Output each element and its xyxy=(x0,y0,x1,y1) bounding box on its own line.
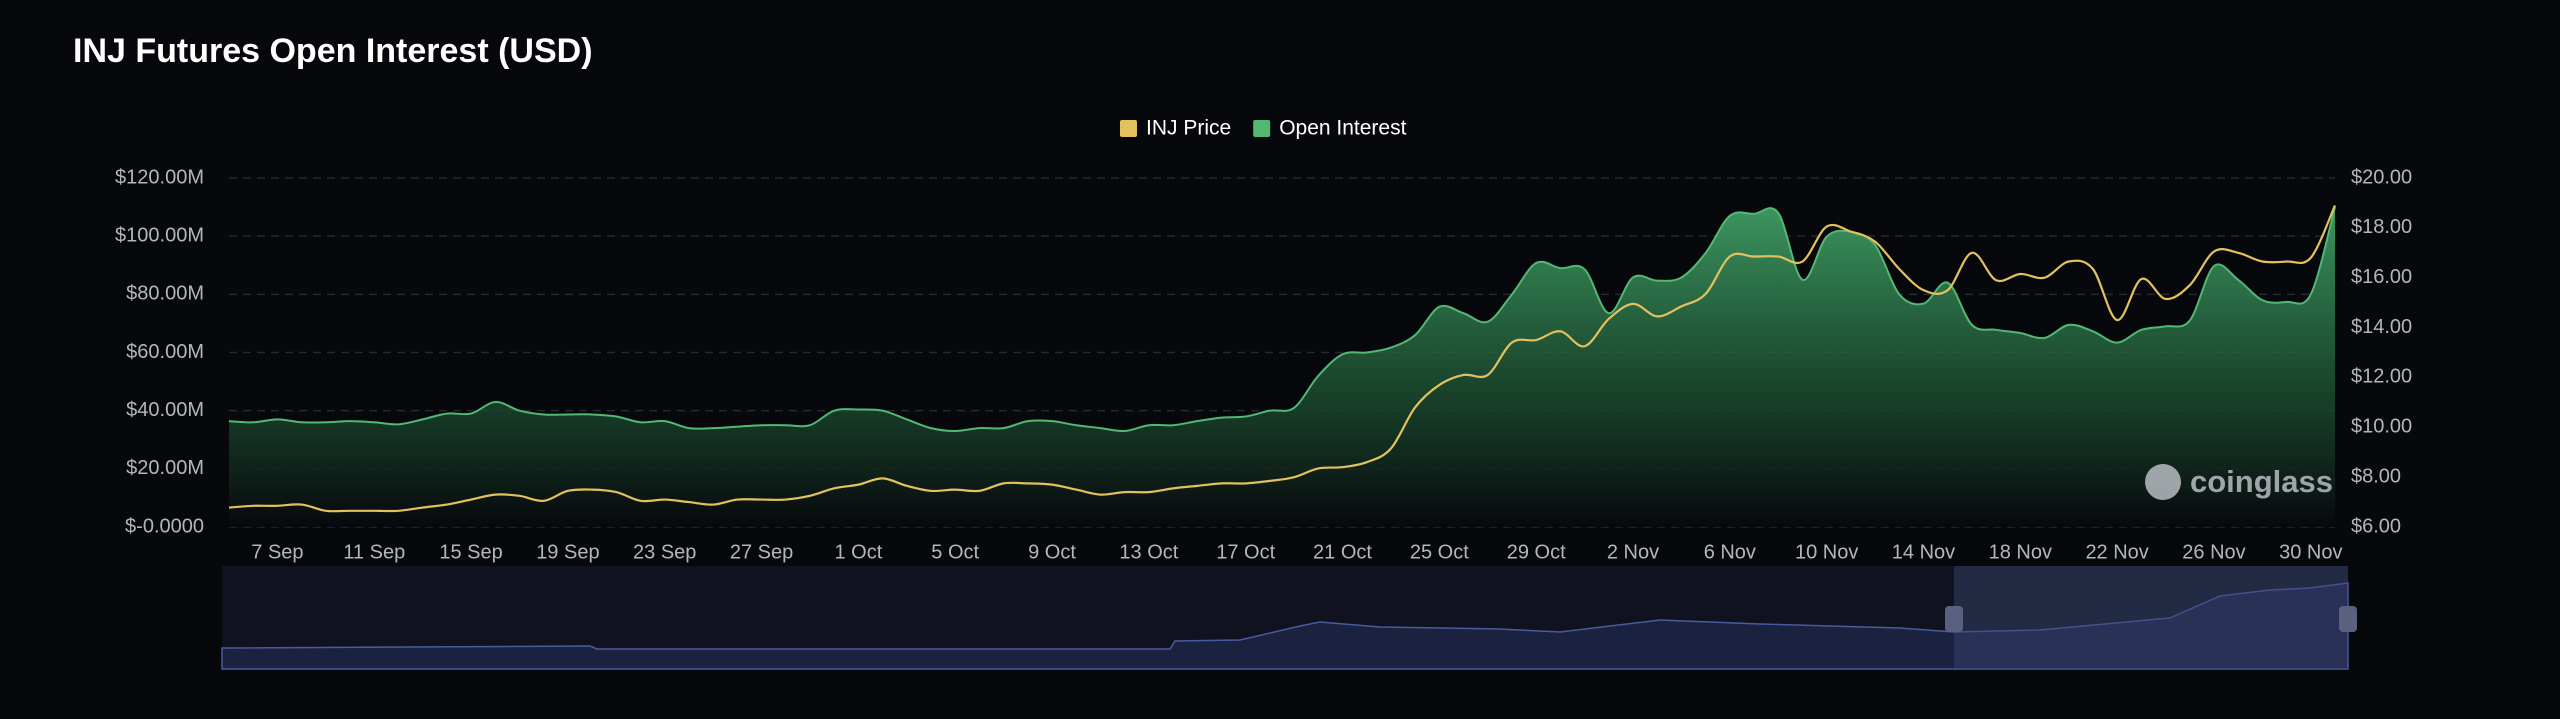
legend-label: INJ Price xyxy=(1146,117,1231,140)
y2-tick-label: $6.00 xyxy=(2351,515,2401,537)
y-tick-label: $60.00M xyxy=(126,341,204,363)
y-tick-label: $80.00M xyxy=(126,283,204,305)
y2-tick-label: $16.00 xyxy=(2351,266,2412,288)
y-tick-label: $20.00M xyxy=(126,457,204,479)
x-tick-label: 11 Sep xyxy=(343,541,405,563)
area-fill xyxy=(229,207,2335,528)
plot xyxy=(228,204,2336,528)
x-tick-label: 14 Nov xyxy=(1892,541,1955,563)
y2-tick-label: $12.00 xyxy=(2351,366,2412,388)
x-tick-label: 7 Sep xyxy=(251,541,303,563)
x-tick-label: 2 Nov xyxy=(1607,541,1659,563)
x-tick-label: 17 Oct xyxy=(1216,541,1275,563)
x-tick-label: 5 Oct xyxy=(931,541,979,563)
y2-tick-label: $8.00 xyxy=(2351,465,2401,487)
x-tick-label: 15 Sep xyxy=(439,541,502,563)
legend-swatch xyxy=(1120,120,1137,137)
x-tick-label: 27 Sep xyxy=(730,541,793,563)
navigator-selection[interactable] xyxy=(1954,566,2348,669)
y2-tick-label: $20.00 xyxy=(2351,166,2412,188)
x-tick-label: 23 Sep xyxy=(633,541,696,563)
x-tick-label: 10 Nov xyxy=(1795,541,1858,563)
y2-tick-label: $18.00 xyxy=(2351,216,2412,238)
y2-tick-label: $14.00 xyxy=(2351,316,2412,338)
navigator-handle[interactable] xyxy=(1945,606,1963,632)
x-tick-label: 30 Nov xyxy=(2279,541,2342,563)
watermark-icon xyxy=(2145,464,2181,500)
axes: $-0.0000 $20.00M $40.00M $60.00M $80.00M $100… xyxy=(115,166,2412,563)
x-tick-label: 21 Oct xyxy=(1313,541,1372,563)
navigator-series xyxy=(221,582,2349,670)
y-tick-label: $120.00M xyxy=(115,166,204,188)
watermark-text: coinglass xyxy=(2190,464,2333,499)
x-tick-label: 13 Oct xyxy=(1119,541,1178,563)
x-tick-label: 22 Nov xyxy=(2085,541,2148,563)
y-tick-label: $-0.0000 xyxy=(125,515,204,537)
navigator-handle[interactable] xyxy=(2339,606,2357,632)
chart-title: INJ Futures Open Interest (USD) xyxy=(73,32,593,70)
x-tick-label: 19 Sep xyxy=(536,541,599,563)
y-tick-label: $100.00M xyxy=(115,224,204,246)
x-tick-label: 1 Oct xyxy=(834,541,882,563)
x-tick-label: 25 Oct xyxy=(1410,541,1469,563)
x-tick-label: 26 Nov xyxy=(2182,541,2245,563)
watermark: coinglass xyxy=(2145,464,2333,500)
legend: INJ Price Open Interest xyxy=(1120,117,1407,140)
x-tick-label: 9 Oct xyxy=(1028,541,1076,563)
y2-tick-label: $10.00 xyxy=(2351,416,2412,438)
y-tick-label: $40.00M xyxy=(126,399,204,421)
area-line xyxy=(228,206,2336,433)
x-tick-label: 6 Nov xyxy=(1704,541,1756,563)
line xyxy=(228,204,2336,513)
navigator xyxy=(221,566,2357,670)
legend-label: Open Interest xyxy=(1279,117,1406,140)
x-tick-label: 18 Nov xyxy=(1989,541,2052,563)
legend-swatch xyxy=(1253,120,1271,137)
x-tick-label: 29 Oct xyxy=(1507,541,1566,563)
